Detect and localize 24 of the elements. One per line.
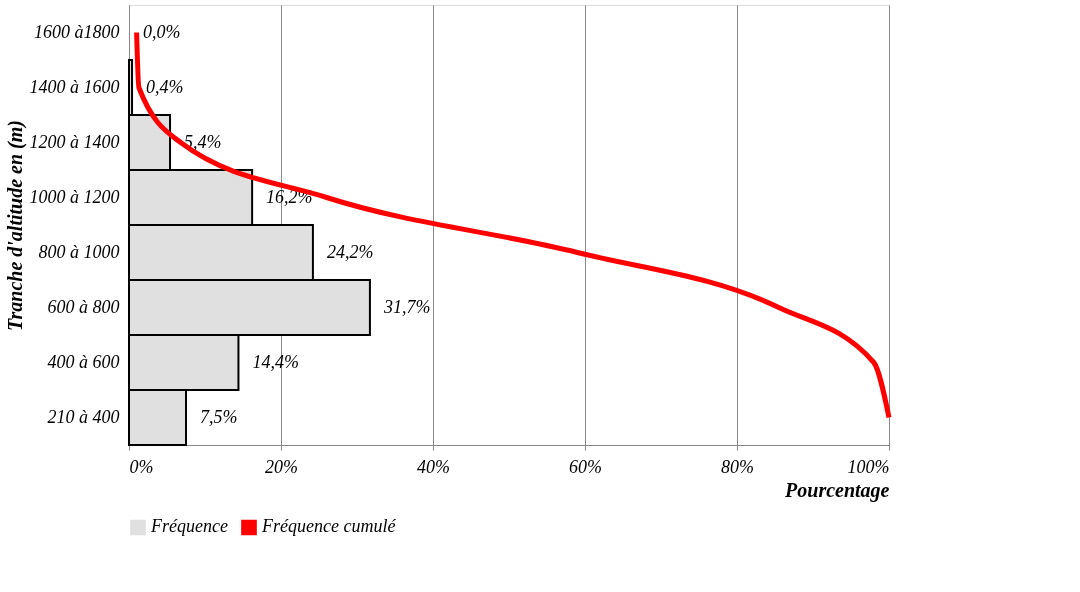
y-tick-label: 1200 à 1400: [29, 131, 120, 152]
x-axis-title: Pourcentage: [784, 478, 890, 502]
y-axis-title: Tranche d'altitude en (m): [3, 120, 27, 331]
data-label: 24,2%: [326, 241, 374, 262]
x-tick-label: 40%: [417, 456, 450, 477]
x-tick-label: 60%: [569, 456, 602, 477]
y-tick-label: 210 à 400: [47, 406, 120, 427]
y-tick-label: 600 à 800: [47, 296, 120, 317]
data-label: 0,4%: [146, 76, 184, 97]
y-tick-label: 1000 à 1200: [29, 186, 120, 207]
x-tick-label: 0%: [129, 456, 154, 477]
y-tick-label: 1400 à 1600: [29, 76, 120, 97]
legend-label: Fréquence: [150, 516, 228, 537]
data-label: 7,5%: [200, 406, 238, 427]
x-tick-label: 100%: [847, 456, 890, 477]
data-label: 0,0%: [143, 21, 181, 42]
data-label: 31,7%: [382, 296, 431, 317]
x-tick-label: 20%: [265, 456, 298, 477]
legend-label: Fréquence cumulé: [261, 516, 397, 537]
data-label: 14,4%: [252, 351, 299, 372]
y-tick-label: 400 à 600: [47, 351, 120, 372]
y-tick-label: 1600 à1800: [34, 21, 120, 42]
y-tick-label: 800 à 1000: [38, 241, 120, 262]
x-tick-label: 80%: [721, 456, 754, 477]
